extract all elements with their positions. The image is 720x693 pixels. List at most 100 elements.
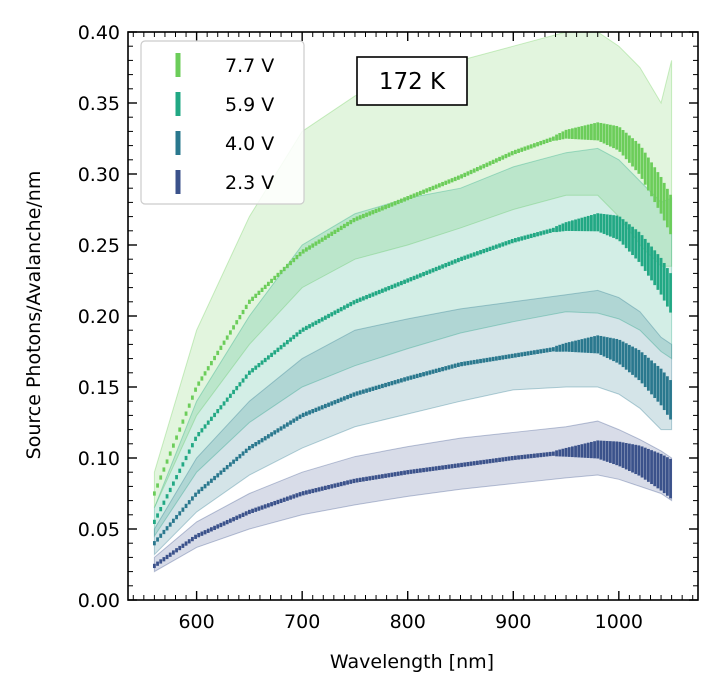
legend-label-2-3v: 2.3 V bbox=[225, 172, 274, 194]
data-point bbox=[627, 443, 631, 471]
data-point bbox=[342, 396, 346, 401]
data-point bbox=[637, 349, 641, 381]
data-point bbox=[507, 240, 511, 245]
data-point bbox=[184, 411, 188, 416]
data-point bbox=[200, 428, 204, 433]
data-point bbox=[263, 284, 267, 290]
data-point bbox=[263, 357, 267, 363]
data-point bbox=[355, 216, 359, 221]
data-point bbox=[323, 403, 327, 409]
data-point bbox=[643, 238, 647, 271]
data-point bbox=[608, 124, 612, 147]
data-point bbox=[431, 185, 435, 191]
data-point bbox=[232, 459, 235, 464]
data-point bbox=[450, 260, 454, 265]
data-point bbox=[665, 268, 669, 307]
data-point bbox=[396, 379, 400, 384]
data-point bbox=[580, 339, 584, 353]
data-point bbox=[336, 227, 340, 233]
data-point bbox=[593, 336, 596, 354]
data-point bbox=[178, 468, 182, 473]
data-point bbox=[384, 382, 387, 388]
y-tick-label: 0.05 bbox=[78, 519, 120, 541]
data-point bbox=[615, 125, 619, 150]
data-point bbox=[434, 466, 438, 471]
data-point bbox=[523, 351, 527, 357]
data-point bbox=[254, 365, 258, 370]
data-point bbox=[368, 387, 372, 392]
data-point bbox=[659, 453, 663, 491]
data-point bbox=[624, 132, 628, 160]
data-point bbox=[542, 230, 546, 235]
data-point bbox=[460, 174, 463, 179]
data-point bbox=[279, 269, 283, 275]
data-point bbox=[266, 281, 270, 287]
data-point bbox=[339, 397, 343, 402]
data-point bbox=[532, 350, 536, 355]
data-point bbox=[203, 424, 207, 429]
data-point bbox=[152, 519, 156, 525]
data-point bbox=[339, 307, 343, 312]
data-point bbox=[190, 536, 194, 542]
data-point bbox=[251, 508, 254, 513]
data-point bbox=[295, 254, 299, 260]
data-point bbox=[624, 221, 628, 249]
data-point bbox=[612, 441, 615, 465]
data-point bbox=[545, 348, 549, 353]
data-point bbox=[523, 454, 527, 459]
data-point bbox=[393, 380, 397, 385]
data-point bbox=[171, 518, 175, 523]
data-point bbox=[564, 222, 568, 231]
data-point bbox=[368, 293, 372, 298]
data-point bbox=[437, 465, 441, 471]
data-point bbox=[583, 216, 587, 232]
data-point bbox=[390, 381, 394, 386]
data-point bbox=[276, 272, 280, 278]
data-point bbox=[494, 244, 498, 249]
data-point bbox=[580, 217, 584, 232]
data-point bbox=[175, 514, 178, 520]
data-point bbox=[608, 337, 612, 360]
data-point bbox=[558, 449, 562, 457]
data-point bbox=[200, 486, 204, 492]
data-point bbox=[665, 188, 669, 228]
data-point bbox=[596, 440, 600, 459]
data-point bbox=[206, 481, 210, 486]
data-point bbox=[384, 204, 387, 210]
data-point bbox=[285, 496, 289, 501]
data-point bbox=[583, 338, 587, 353]
data-point bbox=[314, 320, 318, 325]
data-point bbox=[349, 393, 353, 398]
data-point bbox=[301, 327, 305, 332]
data-point bbox=[336, 482, 340, 487]
data-point bbox=[418, 190, 422, 196]
data-point bbox=[330, 401, 334, 406]
data-point bbox=[238, 315, 242, 320]
data-point bbox=[555, 345, 558, 352]
data-point bbox=[279, 345, 283, 350]
data-point bbox=[187, 403, 191, 408]
data-point bbox=[466, 360, 470, 366]
data-point bbox=[504, 354, 508, 360]
y-tick-label: 0.00 bbox=[78, 590, 120, 612]
data-point bbox=[469, 169, 473, 175]
data-point bbox=[662, 372, 666, 411]
data-point bbox=[222, 340, 226, 345]
data-point bbox=[488, 357, 492, 362]
data-point bbox=[304, 490, 308, 495]
data-point bbox=[491, 356, 495, 362]
data-point bbox=[561, 131, 565, 140]
data-point bbox=[659, 176, 663, 214]
data-point bbox=[203, 371, 207, 376]
data-point bbox=[409, 469, 413, 474]
data-point bbox=[304, 247, 308, 252]
data-point bbox=[352, 300, 356, 305]
data-point bbox=[175, 475, 178, 480]
data-point bbox=[308, 245, 311, 250]
data-point bbox=[669, 380, 672, 420]
data-point bbox=[317, 487, 321, 492]
data-point bbox=[254, 442, 258, 447]
data-point bbox=[222, 401, 226, 406]
data-point bbox=[403, 279, 406, 284]
data-point bbox=[485, 459, 489, 464]
